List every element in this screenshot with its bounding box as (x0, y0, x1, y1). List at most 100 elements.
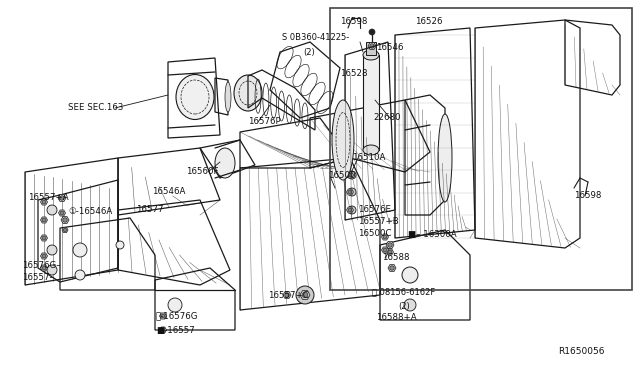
Polygon shape (159, 327, 166, 333)
Polygon shape (346, 189, 353, 195)
Bar (330, 8, 632, 290)
Bar (366, 42, 376, 55)
Polygon shape (368, 42, 376, 49)
Text: R1650056: R1650056 (558, 347, 605, 356)
Polygon shape (381, 234, 388, 240)
Polygon shape (346, 172, 353, 178)
Text: 16560F: 16560F (186, 167, 218, 176)
Polygon shape (283, 292, 291, 298)
Polygon shape (381, 247, 388, 253)
Text: 16510A: 16510A (352, 154, 385, 163)
Polygon shape (61, 217, 69, 224)
Polygon shape (40, 199, 47, 205)
Circle shape (60, 211, 64, 215)
Circle shape (161, 328, 165, 332)
Circle shape (348, 206, 356, 214)
Circle shape (60, 196, 64, 200)
Circle shape (285, 293, 289, 297)
Circle shape (296, 286, 314, 304)
Circle shape (388, 243, 392, 247)
Circle shape (168, 298, 182, 312)
Polygon shape (58, 210, 65, 216)
Circle shape (116, 241, 124, 249)
Text: 16557+C: 16557+C (268, 292, 308, 301)
Circle shape (47, 265, 57, 275)
Circle shape (73, 243, 87, 257)
Text: 16557+A: 16557+A (28, 193, 68, 202)
Text: ■– 16300A: ■– 16300A (408, 230, 456, 238)
Text: (2): (2) (303, 48, 315, 57)
Text: S 0B360-41225-: S 0B360-41225- (282, 33, 349, 42)
Text: 16500: 16500 (328, 171, 355, 180)
Circle shape (369, 29, 375, 35)
Circle shape (348, 188, 356, 196)
Text: 22680: 22680 (373, 113, 401, 122)
Polygon shape (346, 207, 353, 213)
Circle shape (383, 248, 387, 252)
Text: ①-16546A: ①-16546A (68, 208, 112, 217)
Circle shape (42, 254, 46, 258)
Circle shape (302, 292, 308, 298)
Text: 16588+A: 16588+A (376, 314, 417, 323)
Circle shape (42, 236, 46, 240)
Ellipse shape (332, 100, 354, 180)
Text: 16588: 16588 (382, 253, 410, 263)
Circle shape (402, 267, 418, 283)
Text: 16500C: 16500C (358, 230, 392, 238)
Text: 16557–: 16557– (22, 273, 54, 282)
Text: ■-16557: ■-16557 (156, 326, 195, 334)
Ellipse shape (438, 114, 452, 202)
Polygon shape (40, 253, 47, 259)
Text: 16598: 16598 (340, 17, 367, 26)
Circle shape (404, 299, 416, 311)
Text: (2): (2) (398, 301, 410, 311)
Bar (363, 55, 379, 150)
Text: 16528: 16528 (340, 70, 367, 78)
Polygon shape (300, 291, 310, 299)
Polygon shape (58, 195, 66, 202)
Circle shape (348, 173, 352, 177)
Circle shape (63, 228, 67, 232)
Polygon shape (387, 249, 394, 255)
Text: 16546A: 16546A (152, 187, 186, 196)
Circle shape (161, 314, 165, 318)
Circle shape (42, 266, 46, 270)
Polygon shape (40, 217, 47, 223)
Circle shape (348, 171, 356, 179)
Ellipse shape (176, 74, 214, 119)
Circle shape (63, 218, 67, 222)
Text: 16577: 16577 (136, 205, 163, 215)
Text: 16526: 16526 (415, 17, 442, 26)
Ellipse shape (215, 148, 235, 178)
Circle shape (383, 235, 387, 239)
Polygon shape (40, 265, 47, 271)
Text: 16598: 16598 (574, 192, 602, 201)
Ellipse shape (225, 82, 231, 112)
Polygon shape (62, 227, 68, 232)
Polygon shape (386, 241, 394, 248)
Circle shape (42, 200, 46, 204)
Polygon shape (40, 235, 47, 241)
Circle shape (75, 270, 85, 280)
Circle shape (370, 44, 374, 48)
Text: 16557+B: 16557+B (358, 218, 399, 227)
Polygon shape (388, 264, 396, 272)
Circle shape (388, 250, 392, 254)
Ellipse shape (234, 75, 262, 111)
Circle shape (42, 218, 46, 222)
Circle shape (348, 208, 352, 212)
Circle shape (47, 245, 57, 255)
Text: ⓑ-16576G: ⓑ-16576G (156, 311, 198, 321)
Text: 16576E: 16576E (358, 205, 391, 215)
Polygon shape (159, 313, 166, 319)
Text: 16576G–: 16576G– (22, 262, 61, 270)
Text: Ⓑ 08156-6162F: Ⓑ 08156-6162F (372, 288, 435, 296)
Text: 16546: 16546 (376, 44, 403, 52)
Ellipse shape (363, 145, 379, 155)
Circle shape (390, 266, 394, 270)
Text: SEE SEC.163: SEE SEC.163 (68, 103, 124, 112)
Text: 16576P: 16576P (248, 118, 280, 126)
Circle shape (348, 190, 352, 194)
Ellipse shape (363, 50, 379, 60)
Circle shape (47, 205, 57, 215)
